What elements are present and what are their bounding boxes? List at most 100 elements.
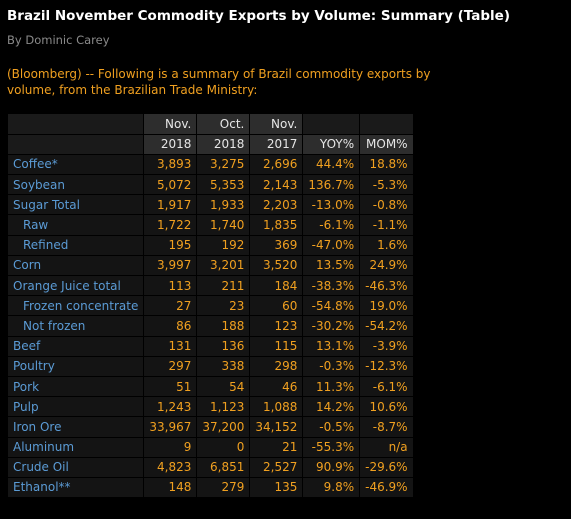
row-label: Frozen concentrate xyxy=(8,295,145,317)
row-value-cell: -38.3% xyxy=(302,275,361,297)
row-value-cell: 24.9% xyxy=(359,255,414,277)
row-value-cell: 297 xyxy=(143,356,198,377)
header-cell: MOM% xyxy=(359,134,414,155)
row-value-cell: 192 xyxy=(196,235,251,256)
row-label: Ethanol** xyxy=(8,477,145,499)
row-value-cell: -46.3% xyxy=(359,275,414,297)
row-value-cell: -13.0% xyxy=(302,194,361,216)
row-value-cell: 3,201 xyxy=(196,255,251,277)
table-header-row-month: Nov. Oct. Nov. xyxy=(8,114,414,135)
table-row: Raw 1,722 1,740 1,835 -6.1% -1.1% xyxy=(8,214,414,236)
table-row: Beef 131 136 115 13.1% -3.9% xyxy=(8,336,414,357)
row-label: Aluminum xyxy=(8,437,145,458)
row-value-cell: -1.1% xyxy=(359,214,414,236)
table-row: Coffee* 3,893 3,275 2,696 44.4% 18.8% xyxy=(8,154,414,176)
row-value-cell: 86 xyxy=(143,315,198,337)
row-value-cell: 13.1% xyxy=(302,336,361,357)
row-value-cell: 2,696 xyxy=(249,154,304,176)
header-cell: 2018 xyxy=(196,134,251,155)
article-intro: (Bloomberg) -- Following is a summary of… xyxy=(7,67,431,97)
row-value-cell: 54 xyxy=(196,376,251,398)
row-value-cell: -12.3% xyxy=(359,356,414,377)
row-value-cell: 0 xyxy=(196,437,251,458)
row-label: Orange Juice total xyxy=(8,275,145,297)
row-value-cell: 14.2% xyxy=(302,396,361,418)
row-value-cell: -6.1% xyxy=(302,214,361,236)
header-cell xyxy=(8,134,145,155)
row-value-cell: 148 xyxy=(143,477,198,499)
row-value-cell: -0.3% xyxy=(302,356,361,377)
row-value-cell: 211 xyxy=(196,275,251,297)
header-cell: Oct. xyxy=(196,114,251,135)
row-value-cell: 113 xyxy=(143,275,198,297)
row-value-cell: -47.0% xyxy=(302,235,361,256)
row-value-cell: -55.3% xyxy=(302,437,361,458)
row-value-cell: 21 xyxy=(249,437,304,458)
table-row: Crude Oil 4,823 6,851 2,527 90.9% -29.6% xyxy=(8,457,414,478)
row-value-cell: -5.3% xyxy=(359,174,414,196)
row-label: Soybean xyxy=(8,174,145,196)
row-value-cell: 37,200 xyxy=(196,416,251,438)
row-value-cell: 195 xyxy=(143,235,198,256)
row-value-cell: 3,275 xyxy=(196,154,251,176)
table-row: Refined 195 192 369 -47.0% 1.6% xyxy=(8,235,414,256)
row-value-cell: 44.4% xyxy=(302,154,361,176)
table-row: Not frozen 86 188 123 -30.2% -54.2% xyxy=(8,315,414,337)
row-value-cell: 9.8% xyxy=(302,477,361,499)
row-value-cell: -0.8% xyxy=(359,194,414,216)
row-value-cell: 1,835 xyxy=(249,214,304,236)
row-value-cell: 19.0% xyxy=(359,295,414,317)
row-value-cell: 1,933 xyxy=(196,194,251,216)
article-title: Brazil November Commodity Exports by Vol… xyxy=(7,8,511,24)
header-cell xyxy=(302,114,361,135)
row-label: Pulp xyxy=(8,396,145,418)
row-value-cell: 115 xyxy=(249,336,304,357)
header-cell: Nov. xyxy=(249,114,304,135)
table-row: Orange Juice total 113 211 184 -38.3% -46.3% xyxy=(8,275,414,297)
row-value-cell: 46 xyxy=(249,376,304,398)
row-value-cell: 1,243 xyxy=(143,396,198,418)
header-cell xyxy=(359,114,414,135)
row-value-cell: 136 xyxy=(196,336,251,357)
row-value-cell: 3,520 xyxy=(249,255,304,277)
row-value-cell: -29.6% xyxy=(359,457,414,478)
row-value-cell: 10.6% xyxy=(359,396,414,418)
row-value-cell: -54.2% xyxy=(359,315,414,337)
row-value-cell: 135 xyxy=(249,477,304,499)
row-value-cell: 1,088 xyxy=(249,396,304,418)
row-value-cell: 123 xyxy=(249,315,304,337)
row-value-cell: 136.7% xyxy=(302,174,361,196)
row-value-cell: 1,123 xyxy=(196,396,251,418)
row-value-cell: 34,152 xyxy=(249,416,304,438)
row-value-cell: 18.8% xyxy=(359,154,414,176)
row-label: Iron Ore xyxy=(8,416,145,438)
row-label: Raw xyxy=(8,214,145,236)
row-value-cell: -30.2% xyxy=(302,315,361,337)
table-row: Corn 3,997 3,201 3,520 13.5% 24.9% xyxy=(8,255,414,277)
row-value-cell: 6,851 xyxy=(196,457,251,478)
row-label: Beef xyxy=(8,336,145,357)
row-value-cell: -46.9% xyxy=(359,477,414,499)
row-value-cell: 13.5% xyxy=(302,255,361,277)
row-value-cell: -54.8% xyxy=(302,295,361,317)
row-label: Sugar Total xyxy=(8,194,145,216)
row-value-cell: 2,143 xyxy=(249,174,304,196)
row-value-cell: 3,997 xyxy=(143,255,198,277)
header-cell: Nov. xyxy=(143,114,198,135)
row-value-cell: -0.5% xyxy=(302,416,361,438)
row-label: Not frozen xyxy=(8,315,145,337)
row-value-cell: 2,527 xyxy=(249,457,304,478)
row-value-cell: 5,072 xyxy=(143,174,198,196)
row-value-cell: 1,722 xyxy=(143,214,198,236)
table-row: Iron Ore 33,967 37,200 34,152 -0.5% -8.7% xyxy=(8,416,414,438)
row-value-cell: 9 xyxy=(143,437,198,458)
table-row: Frozen concentrate 27 23 60 -54.8% 19.0% xyxy=(8,295,414,317)
row-value-cell: -3.9% xyxy=(359,336,414,357)
row-value-cell: 369 xyxy=(249,235,304,256)
article-byline: By Dominic Carey xyxy=(7,33,110,47)
row-value-cell: 338 xyxy=(196,356,251,377)
header-cell xyxy=(8,114,145,135)
header-cell: 2018 xyxy=(143,134,198,155)
row-value-cell: 51 xyxy=(143,376,198,398)
